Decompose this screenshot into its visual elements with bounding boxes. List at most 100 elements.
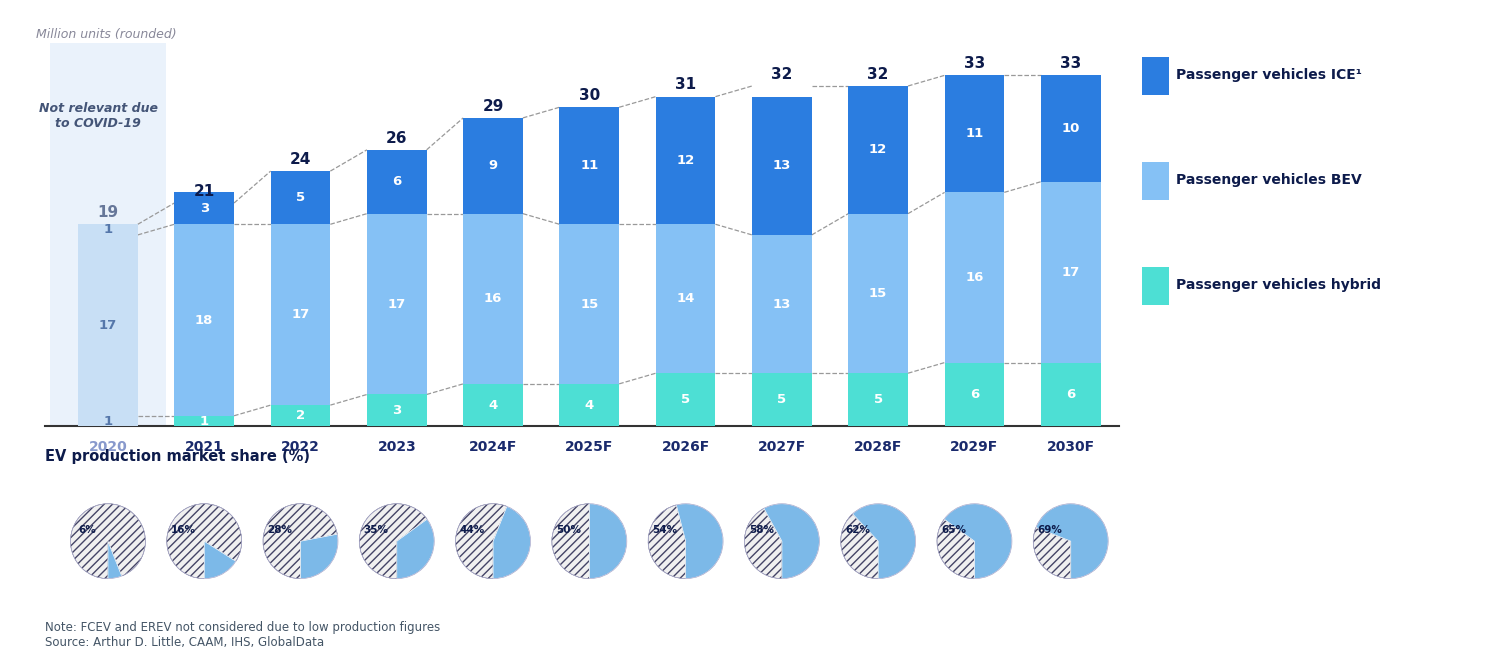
- Text: 32: 32: [868, 67, 889, 82]
- Bar: [79, 235, 138, 416]
- Wedge shape: [263, 504, 337, 579]
- FancyBboxPatch shape: [50, 43, 166, 426]
- Text: 54%: 54%: [653, 525, 677, 535]
- Wedge shape: [71, 504, 145, 579]
- Text: 13: 13: [773, 298, 791, 310]
- Circle shape: [263, 504, 339, 579]
- Text: 32: 32: [771, 67, 792, 82]
- Text: 69%: 69%: [1037, 525, 1063, 535]
- Text: 10: 10: [1061, 122, 1080, 135]
- Bar: [848, 86, 909, 214]
- Wedge shape: [853, 504, 916, 579]
- Text: 17: 17: [1061, 266, 1080, 279]
- Bar: [174, 192, 234, 224]
- Bar: [463, 384, 523, 426]
- Wedge shape: [166, 504, 242, 579]
- Text: EV production market share (%): EV production market share (%): [45, 449, 310, 464]
- Wedge shape: [744, 508, 782, 579]
- Wedge shape: [552, 504, 590, 579]
- Circle shape: [360, 504, 434, 579]
- Text: 44%: 44%: [460, 525, 485, 535]
- Text: 3: 3: [392, 404, 401, 417]
- Text: 11: 11: [965, 127, 984, 140]
- Text: 5: 5: [777, 394, 786, 406]
- Bar: [1040, 75, 1101, 182]
- Bar: [848, 373, 909, 426]
- Text: 15: 15: [581, 298, 599, 310]
- Circle shape: [937, 504, 1012, 579]
- Text: 14: 14: [676, 292, 696, 305]
- Wedge shape: [943, 504, 1012, 579]
- Bar: [751, 235, 812, 373]
- Text: 6: 6: [392, 175, 401, 188]
- Text: 31: 31: [674, 77, 696, 92]
- Wedge shape: [301, 534, 339, 579]
- Bar: [945, 192, 1004, 363]
- Circle shape: [71, 504, 145, 579]
- Bar: [271, 171, 330, 224]
- Bar: [559, 384, 620, 426]
- Circle shape: [1033, 504, 1108, 579]
- Text: 28%: 28%: [268, 525, 292, 535]
- Text: 3: 3: [200, 202, 209, 215]
- Text: 11: 11: [581, 159, 599, 173]
- Bar: [463, 118, 523, 214]
- Text: 9: 9: [488, 159, 497, 173]
- Bar: [945, 75, 1004, 192]
- Wedge shape: [937, 519, 974, 579]
- Text: 4: 4: [585, 399, 594, 411]
- Bar: [463, 214, 523, 384]
- Bar: [367, 150, 426, 214]
- Bar: [1040, 363, 1101, 426]
- Text: 15: 15: [869, 287, 888, 300]
- Bar: [848, 214, 909, 373]
- Circle shape: [552, 504, 627, 579]
- Text: 17: 17: [387, 298, 405, 310]
- Text: Million units (rounded): Million units (rounded): [36, 28, 177, 41]
- Bar: [367, 214, 426, 394]
- Bar: [367, 394, 426, 426]
- Bar: [174, 416, 234, 426]
- Wedge shape: [841, 514, 878, 579]
- Text: 58%: 58%: [748, 525, 774, 535]
- Bar: [79, 416, 138, 426]
- Text: 33: 33: [1060, 56, 1081, 71]
- Text: 12: 12: [869, 143, 888, 156]
- Circle shape: [649, 504, 723, 579]
- Bar: [1040, 182, 1101, 363]
- Circle shape: [166, 504, 242, 579]
- Text: Not relevant due
to COVID-19: Not relevant due to COVID-19: [39, 102, 157, 130]
- Wedge shape: [107, 541, 122, 579]
- Text: 29: 29: [482, 98, 503, 113]
- Text: 1: 1: [103, 223, 112, 236]
- Wedge shape: [1033, 527, 1070, 579]
- Wedge shape: [764, 504, 820, 579]
- Text: 30: 30: [579, 88, 600, 103]
- Circle shape: [841, 504, 916, 579]
- Text: 19: 19: [97, 205, 118, 220]
- Wedge shape: [455, 504, 507, 579]
- Text: 18: 18: [195, 314, 213, 327]
- Text: 1: 1: [200, 415, 209, 428]
- Text: 5: 5: [874, 394, 883, 406]
- Text: 17: 17: [98, 319, 116, 332]
- Text: 50%: 50%: [556, 525, 581, 535]
- Bar: [656, 373, 715, 426]
- Wedge shape: [493, 506, 531, 579]
- Text: 4: 4: [488, 399, 497, 411]
- Bar: [751, 96, 812, 235]
- Text: 16: 16: [965, 271, 984, 284]
- Bar: [751, 373, 812, 426]
- Text: 6: 6: [1066, 388, 1075, 401]
- Bar: [559, 224, 620, 384]
- Text: 5: 5: [680, 394, 689, 406]
- Text: Passenger vehicles BEV: Passenger vehicles BEV: [1176, 173, 1362, 188]
- Wedge shape: [360, 504, 426, 579]
- Text: 21: 21: [194, 184, 215, 199]
- Text: Passenger vehicles ICE¹: Passenger vehicles ICE¹: [1176, 68, 1362, 83]
- Text: 24: 24: [290, 152, 311, 167]
- Text: 5: 5: [296, 191, 305, 204]
- Text: 62%: 62%: [845, 525, 869, 535]
- Text: 17: 17: [292, 308, 310, 321]
- Wedge shape: [1036, 504, 1108, 579]
